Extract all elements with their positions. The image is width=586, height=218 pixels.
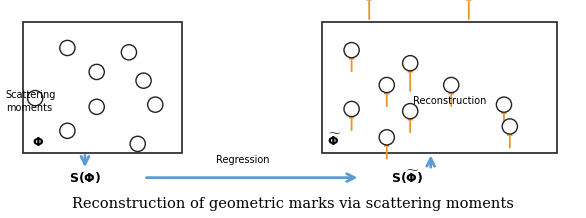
Ellipse shape [148,97,163,112]
Bar [23,22,182,153]
Text: $\mathbf{S(\widetilde{\Phi})}$: $\mathbf{S(\widetilde{\Phi})}$ [391,169,423,186]
Bar [322,22,557,153]
Ellipse shape [444,77,459,93]
Ellipse shape [344,101,359,117]
Ellipse shape [502,119,517,134]
Ellipse shape [379,77,394,93]
Ellipse shape [496,97,512,112]
Text: Reconstruction: Reconstruction [413,96,486,106]
Text: Scattering
moments: Scattering moments [6,90,56,112]
Text: Reconstruction of geometric marks via scattering moments: Reconstruction of geometric marks via sc… [72,198,514,211]
Ellipse shape [121,45,137,60]
Text: $\mathbf{\widetilde{\Phi}}$: $\mathbf{\widetilde{\Phi}}$ [327,133,341,149]
Ellipse shape [403,104,418,119]
Ellipse shape [28,90,43,106]
Ellipse shape [60,123,75,138]
Ellipse shape [89,99,104,114]
Ellipse shape [403,56,418,71]
Ellipse shape [379,130,394,145]
Ellipse shape [136,73,151,88]
Ellipse shape [60,40,75,56]
Ellipse shape [130,136,145,152]
Ellipse shape [89,64,104,80]
Text: $\mathbf{S(\Phi)}$: $\mathbf{S(\Phi)}$ [69,170,101,185]
Text: $\mathbf{\Phi}$: $\mathbf{\Phi}$ [32,136,44,149]
Ellipse shape [344,43,359,58]
Text: Regression: Regression [216,155,270,165]
